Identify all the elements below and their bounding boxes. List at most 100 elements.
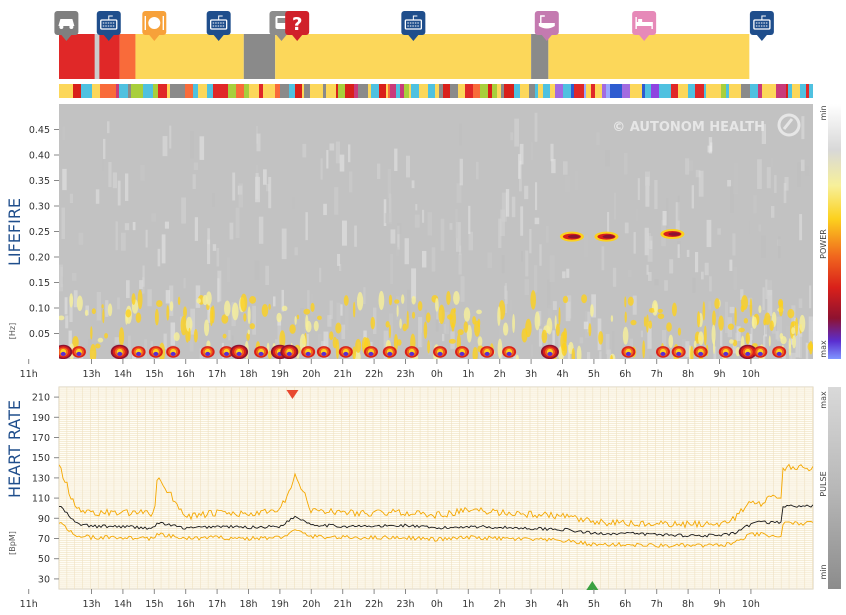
lifefire-texture-cell [105, 300, 109, 317]
lifefire-texture-cell [647, 271, 652, 281]
lifefire-texture-cell [753, 195, 757, 214]
lifefire-texture-cell [329, 300, 333, 319]
lifefire-texture-cell [623, 152, 628, 175]
lifefire-texture-cell [583, 321, 589, 330]
lifefire-texture-cell [216, 247, 220, 267]
lifefire-band-cell [193, 329, 198, 343]
activity-strip-cell [529, 84, 535, 98]
lifefire-texture-cell [629, 338, 634, 349]
lifefire-texture-cell [709, 142, 713, 152]
lifefire-hotspot [254, 346, 269, 358]
lifefire-texture-cell [459, 158, 463, 186]
lifefire-texture-cell [407, 289, 411, 319]
heart-x-tick-label: 18h [239, 599, 257, 610]
heart-x-tick-label: 16h [177, 599, 195, 610]
lifefire-texture-cell [117, 180, 121, 206]
lifefire-x-tick-label: 2h [494, 369, 506, 380]
lifefire-texture-cell [725, 301, 728, 333]
activity-strip-cell [634, 84, 642, 98]
lifefire-texture-cell [334, 187, 339, 215]
lifefire-texture-cell [799, 214, 803, 241]
lifefire-texture-cell [552, 301, 557, 310]
activity-strip-cell [606, 84, 610, 98]
lifefire-texture-cell [418, 317, 423, 348]
lifefire-hotspot [382, 346, 397, 358]
lifefire-texture-cell [390, 253, 394, 285]
lifefire-band-cell [630, 319, 637, 326]
lifefire-texture-cell [546, 279, 551, 309]
power-legend-min: min [819, 105, 828, 120]
lifefire-texture-cell [498, 218, 502, 249]
lifefire-texture-cell [762, 287, 765, 310]
lifefire-band-cell [131, 293, 136, 305]
activity-strip-cell [139, 84, 143, 98]
lifefire-texture-cell [254, 260, 260, 280]
lifefire-band-cell [435, 297, 439, 312]
lifefire-texture-cell [654, 179, 658, 210]
lifefire-texture-cell [604, 234, 609, 263]
activity-strip-cell [602, 84, 606, 98]
lifefire-texture-cell [748, 220, 751, 235]
lifefire-band-cell [546, 317, 553, 335]
lifefire-texture-cell [95, 189, 100, 204]
lifefire-band-cell [222, 333, 227, 339]
activity-strip-cell [81, 84, 84, 98]
lifefire-texture-cell [514, 118, 519, 147]
activity-strip-cell [66, 84, 73, 98]
heart-markers [286, 390, 599, 590]
lifefire-band-cell [427, 340, 431, 354]
lifefire-texture-cell [644, 171, 650, 186]
activity-strip-cell [207, 84, 213, 98]
lifefire-texture-cell [719, 328, 723, 346]
lifefire-texture-cell [415, 204, 418, 211]
lifefire-texture-cell [265, 265, 270, 285]
lifefire-texture-cell [212, 244, 217, 251]
lifefire-band-cell [521, 328, 528, 343]
activity-strip-cell [741, 84, 750, 98]
lifefire-band-cell [512, 313, 515, 333]
lifefire-band-cell [741, 295, 749, 311]
lifefire-x-tick-label: 21h [334, 369, 352, 380]
activity-strip-cell [504, 84, 514, 98]
lifefire-texture-cell [193, 162, 199, 170]
lifefire-band-cell [69, 293, 74, 308]
activity-strip-cell [185, 84, 193, 98]
watermark-logo-icon [777, 113, 801, 137]
lifefire-x-tick-label: 11h [20, 369, 38, 380]
lifefire-texture-cell [707, 145, 712, 153]
lifefire-band-cell [406, 310, 409, 330]
lifefire-texture-cell [169, 125, 172, 149]
lifefire-band-cell [648, 320, 653, 329]
lifefire-texture-cell [166, 331, 169, 358]
heart-grid [59, 387, 813, 589]
lifefire-texture-cell [226, 257, 231, 283]
activity-strip-cell [651, 84, 659, 98]
lifefire-band-cell [294, 315, 297, 325]
lifefire-texture-cell [675, 202, 680, 231]
lifefire-band-cell [497, 338, 503, 359]
activity-strip-cell [497, 84, 501, 98]
lifefire-band-cell [90, 326, 93, 340]
lifefire-hotspot [166, 346, 181, 358]
lifefire-band-cell [188, 327, 191, 342]
lifefire-texture-cell [165, 290, 170, 304]
lifefire-band-cell [393, 334, 399, 352]
activity-strip-cell [571, 84, 574, 98]
lifefire-band-cell [335, 322, 342, 334]
heart-y-tick-label: 150 [32, 453, 50, 464]
lifefire-texture-cell [551, 158, 556, 174]
activity-strip-cell [275, 84, 280, 98]
activity-strip-cell [488, 84, 492, 98]
activity-strip-cell [388, 84, 390, 98]
lifefire-texture-cell [688, 160, 694, 171]
activity-strip-cell [443, 84, 450, 98]
lifefire-x-tick-label: 15h [145, 369, 163, 380]
lifefire-texture-cell [217, 354, 221, 359]
lifefire-x-tick-label: 14h [114, 369, 132, 380]
unknown-activity-icon: ? [285, 11, 310, 41]
lifefire-texture-cell [277, 317, 282, 347]
lifefire-band-cell [791, 327, 796, 335]
activity-strip-cell [535, 84, 538, 98]
lifefire-texture-cell [397, 223, 402, 235]
lifefire-texture-cell [591, 294, 596, 318]
